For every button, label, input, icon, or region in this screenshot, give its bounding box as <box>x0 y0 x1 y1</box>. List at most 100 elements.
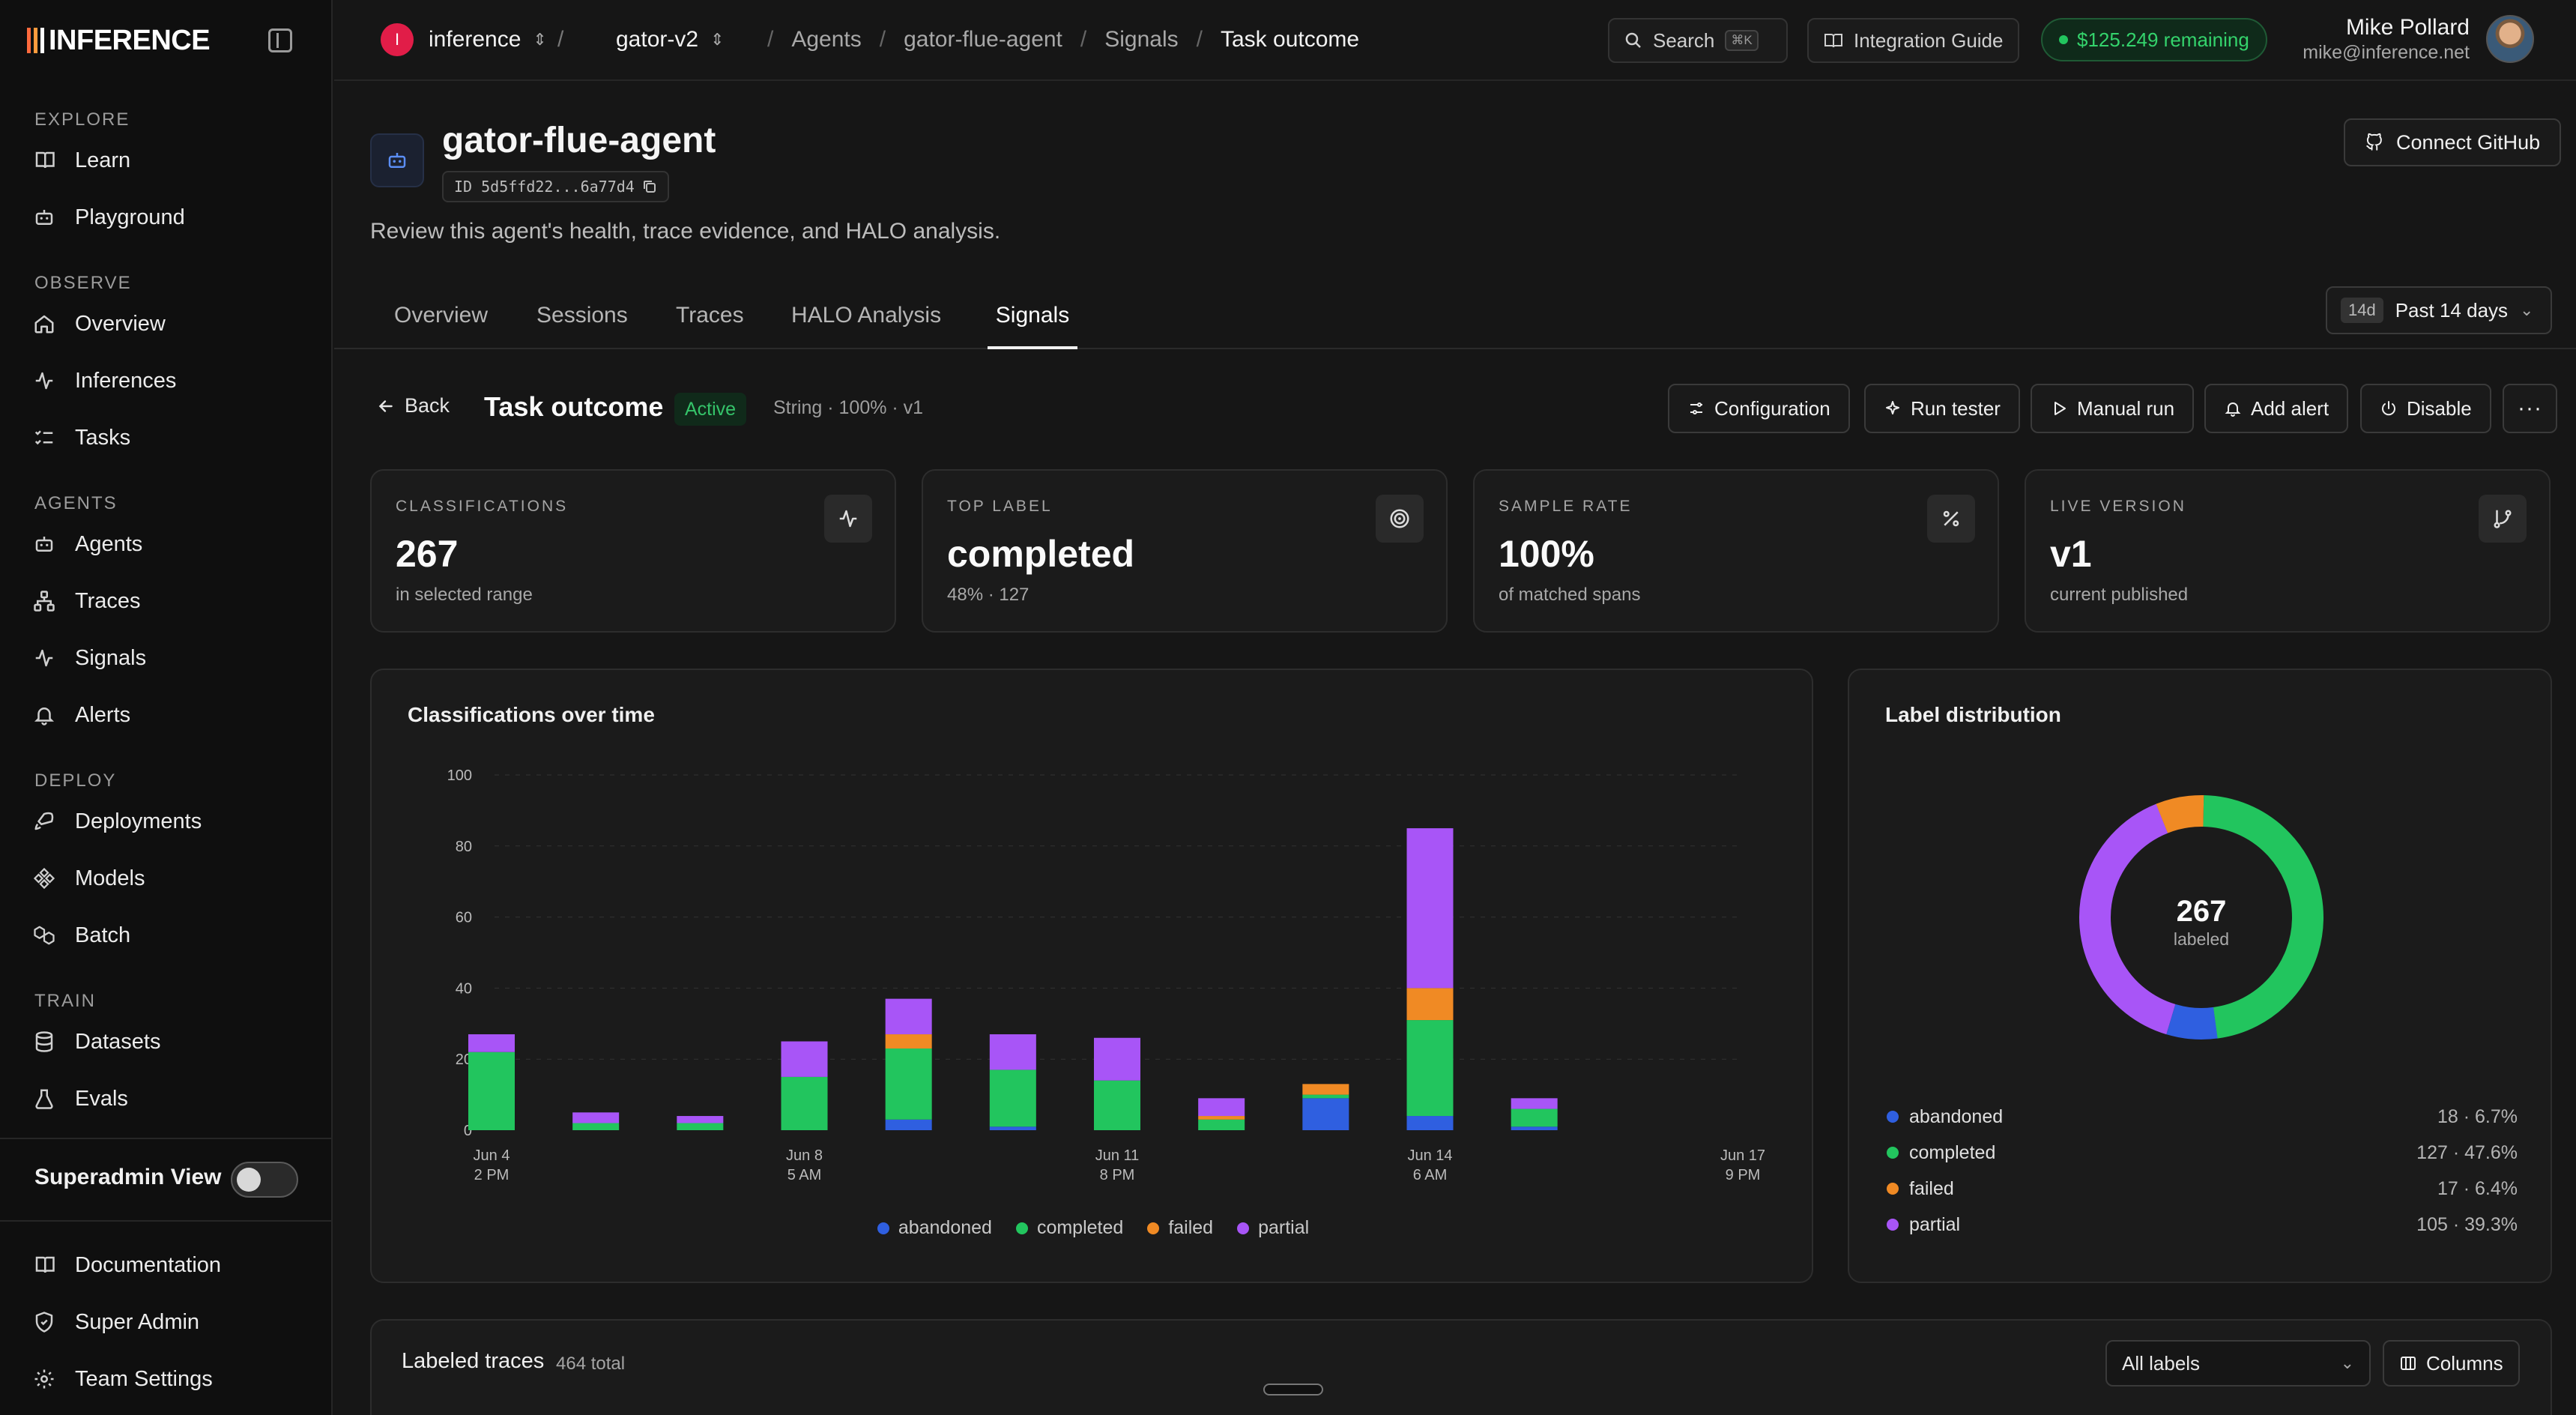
legend-item-failed[interactable]: failed <box>1147 1217 1213 1239</box>
legend-item-completed[interactable]: completed <box>1015 1217 1123 1239</box>
bar-segment-failed[interactable] <box>1198 1116 1245 1120</box>
legend-item-partial[interactable]: partial <box>1237 1217 1309 1239</box>
distribution-row-completed[interactable]: completed 127 · 47.6% <box>1887 1138 2518 1168</box>
bar-segment-completed[interactable] <box>1511 1108 1558 1127</box>
integration-guide-button[interactable]: Integration Guide <box>1807 18 2020 63</box>
sidebar-item-learn[interactable]: Learn <box>33 139 310 181</box>
flask-icon <box>33 1087 55 1110</box>
date-range-select[interactable]: 14d Past 14 days ⌄ <box>2326 286 2552 334</box>
sidebar-item-datasets[interactable]: Datasets <box>33 1021 310 1063</box>
sidebar-item-alerts[interactable]: Alerts <box>33 694 310 736</box>
sidebar-item-overview[interactable]: Overview <box>33 303 310 345</box>
configuration-button[interactable]: Configuration <box>1668 384 1850 433</box>
bar-segment-completed[interactable] <box>781 1076 828 1130</box>
chevron-up-down-icon: ⇕ <box>710 30 725 49</box>
tab-signals[interactable]: Signals <box>988 303 1077 349</box>
bar-segment-abandoned[interactable] <box>1406 1116 1454 1130</box>
sidebar-item-label: Datasets <box>75 1029 161 1054</box>
bar-segment-completed[interactable] <box>1302 1094 1349 1099</box>
bar-segment-failed[interactable] <box>885 1034 932 1049</box>
bar-segment-partial[interactable] <box>677 1116 724 1123</box>
bar-segment-completed[interactable] <box>1198 1119 1245 1130</box>
legend-item-abandoned[interactable]: abandoned <box>877 1217 992 1239</box>
avatar[interactable] <box>2486 15 2534 63</box>
bar-segment-completed[interactable] <box>1406 1020 1454 1117</box>
bar-segment-completed[interactable] <box>885 1048 932 1120</box>
bar-segment-completed[interactable] <box>1094 1080 1140 1130</box>
tab-traces[interactable]: Traces <box>676 303 744 328</box>
distribution-row-partial[interactable]: partial 105 · 39.3% <box>1887 1210 2518 1240</box>
sidebar-item-playground[interactable]: Playground <box>33 196 310 238</box>
sidebar-item-team-settings[interactable]: Team Settings <box>33 1358 310 1400</box>
columns-button[interactable]: Columns <box>2383 1340 2520 1387</box>
bar-segment-completed[interactable] <box>677 1123 724 1130</box>
bar-segment-partial[interactable] <box>1406 828 1454 989</box>
bar-segment-partial[interactable] <box>989 1034 1036 1070</box>
tab-halo-analysis[interactable]: HALO Analysis <box>791 303 942 328</box>
sidebar-item-batch[interactable]: Batch <box>33 914 310 956</box>
breadcrumb-agents[interactable]: Agents <box>791 27 862 52</box>
sidebar-item-deployments[interactable]: Deployments <box>33 800 310 842</box>
range-label: Past 14 days <box>2395 298 2509 322</box>
bar-segment-failed[interactable] <box>1406 988 1454 1021</box>
agent-description: Review this agent's health, trace eviden… <box>370 219 1001 244</box>
bar-segment-partial[interactable] <box>1198 1098 1245 1117</box>
agent-id[interactable]: ID 5d5ffd22...6a77d4 <box>442 171 669 202</box>
sidebar-item-label: Team Settings <box>75 1366 213 1391</box>
back-button[interactable]: Back <box>376 394 450 417</box>
bar-segment-abandoned[interactable] <box>1302 1098 1349 1130</box>
scroll-handle[interactable] <box>1263 1384 1323 1396</box>
stat-card-top-label: TOP LABEL completed 48% · 127 <box>922 469 1448 633</box>
bar-segment-abandoned[interactable] <box>885 1119 932 1130</box>
donut-slice-partial[interactable] <box>2069 785 2333 1049</box>
breadcrumb-signals[interactable]: Signals <box>1104 27 1179 52</box>
project-switcher[interactable]: gator-v2 ⇕ <box>616 0 725 79</box>
connect-github-button[interactable]: Connect GitHub <box>2344 118 2562 166</box>
sidebar-item-agents[interactable]: Agents <box>33 523 310 565</box>
sidebar-item-inferences[interactable]: Inferences <box>33 360 310 402</box>
org-switcher[interactable]: I inference ⇕ <box>381 0 547 79</box>
donut-slice-abandoned[interactable] <box>2079 795 2324 1040</box>
bar-segment-completed[interactable] <box>572 1123 620 1130</box>
bar-segment-partial[interactable] <box>885 998 932 1035</box>
disable-button[interactable]: Disable <box>2360 384 2491 433</box>
copy-icon[interactable] <box>642 179 657 194</box>
sidebar-item-evals[interactable]: Evals <box>33 1078 310 1120</box>
credits-badge[interactable]: $125.249 remaining <box>2041 18 2267 61</box>
label-filter-select[interactable]: All labels ⌄ <box>2105 1340 2371 1387</box>
sidebar-item-super-admin[interactable]: Super Admin <box>33 1301 310 1343</box>
bar-segment-partial[interactable] <box>781 1041 828 1077</box>
sidebar-item-documentation[interactable]: Documentation <box>33 1244 310 1286</box>
sidebar-divider <box>0 1138 333 1139</box>
bar-segment-completed[interactable] <box>989 1069 1036 1127</box>
bar-segment-partial[interactable] <box>468 1034 515 1052</box>
logo[interactable]: INFERENCE <box>27 22 211 58</box>
add-alert-button[interactable]: Add alert <box>2204 384 2349 433</box>
manual-run-button[interactable]: Manual run <box>2031 384 2195 433</box>
traces-title: Labeled traces <box>402 1349 545 1373</box>
sidebar-item-signals[interactable]: Signals <box>33 637 310 679</box>
sidebar-item-tasks[interactable]: Tasks <box>33 417 310 459</box>
sidebar-item-traces[interactable]: Traces <box>33 580 310 622</box>
run-tester-button[interactable]: Run tester <box>1864 384 2020 433</box>
breadcrumb-agent[interactable]: gator-flue-agent <box>904 27 1062 52</box>
bar-segment-abandoned[interactable] <box>989 1126 1036 1130</box>
bar-segment-partial[interactable] <box>572 1112 620 1123</box>
more-actions-button[interactable]: ··· <box>2503 384 2557 433</box>
tab-sessions[interactable]: Sessions <box>536 303 628 328</box>
org-avatar: I <box>381 23 414 56</box>
superadmin-toggle[interactable] <box>231 1162 298 1198</box>
tab-overview[interactable]: Overview <box>394 303 489 328</box>
columns-label: Columns <box>2426 1351 2503 1375</box>
bar-segment-partial[interactable] <box>1094 1037 1140 1081</box>
bar-segment-completed[interactable] <box>468 1052 515 1130</box>
bar-segment-partial[interactable] <box>1511 1098 1558 1109</box>
donut-slice-completed[interactable] <box>2079 795 2323 1040</box>
collapse-sidebar-icon[interactable] <box>268 28 292 52</box>
bar-segment-abandoned[interactable] <box>1511 1126 1558 1130</box>
distribution-row-abandoned[interactable]: abandoned 18 · 6.7% <box>1887 1102 2518 1132</box>
search-button[interactable]: Search ⌘K <box>1608 18 1788 63</box>
distribution-row-failed[interactable]: failed 17 · 6.4% <box>1887 1174 2518 1204</box>
bar-segment-failed[interactable] <box>1302 1084 1349 1095</box>
sidebar-item-models[interactable]: Models <box>33 857 310 899</box>
